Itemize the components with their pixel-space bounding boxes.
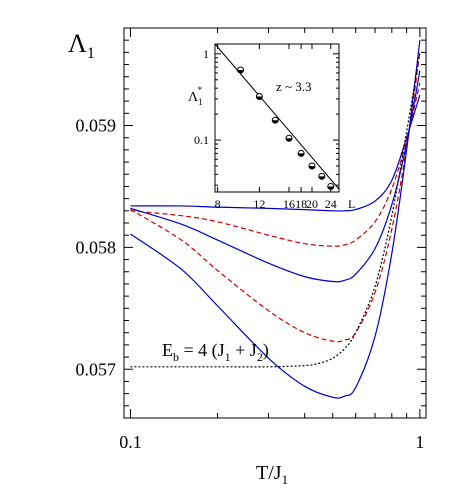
- y-tick-label: 0.059: [76, 116, 117, 136]
- inset-x-tick-label: 24: [325, 197, 337, 211]
- inset-x-tick-label: 16: [283, 197, 295, 211]
- inset-x-axis-title: L: [348, 197, 355, 211]
- x-axis-title-sub: 1: [282, 472, 289, 487]
- inset-data-point-fill: [327, 186, 334, 190]
- main-series-group: [130, 40, 421, 399]
- inset-y-tick-label: 1: [203, 47, 209, 61]
- inset-data-point-fill: [285, 138, 292, 142]
- inset-data-point-fill: [272, 120, 279, 124]
- series-line-4: [130, 52, 421, 343]
- inset-data-point-fill: [298, 153, 305, 157]
- inset-data-point-fill: [256, 96, 263, 100]
- y-axis-title-sub: 1: [87, 45, 95, 62]
- inset-x-tick-label: 8: [215, 197, 221, 211]
- inset-y-tick-label: 0.1: [194, 133, 209, 147]
- inset-data-point-fill: [308, 166, 315, 170]
- inset-data-point-fill: [318, 176, 325, 180]
- inset-x-tick-label: 20: [306, 197, 318, 211]
- y-tick-label: 0.057: [76, 359, 117, 379]
- inset-frame: [214, 43, 340, 193]
- inset-y-axis-title: Λ1*: [188, 85, 203, 107]
- inset-x-tick-label: 18: [295, 197, 307, 211]
- inset-x-tick-label: 12: [253, 197, 265, 211]
- y-axis-title: Λ1: [68, 29, 95, 62]
- x-tick-label: 1: [415, 432, 424, 452]
- inset-data-point-fill: [237, 69, 244, 73]
- inset-content: [214, 43, 340, 190]
- main-axis-ticks: 0.1 1 0.057 0.058 0.059: [76, 28, 426, 452]
- series-line-5: [130, 40, 421, 399]
- x-tick-label: 0.1: [119, 432, 142, 452]
- series-line-2: [130, 82, 421, 247]
- energy-annotation: Eb = 4 (J1 + J2): [162, 340, 269, 364]
- series-line-1: [130, 94, 421, 212]
- series-line-3: [130, 70, 421, 283]
- x-axis-title: T/J1: [256, 462, 288, 487]
- inset-annotation: z ~ 3.3: [276, 79, 312, 94]
- inset-fit-line: [214, 43, 340, 190]
- series-line-6: [130, 52, 421, 368]
- y-tick-label: 0.058: [76, 237, 117, 257]
